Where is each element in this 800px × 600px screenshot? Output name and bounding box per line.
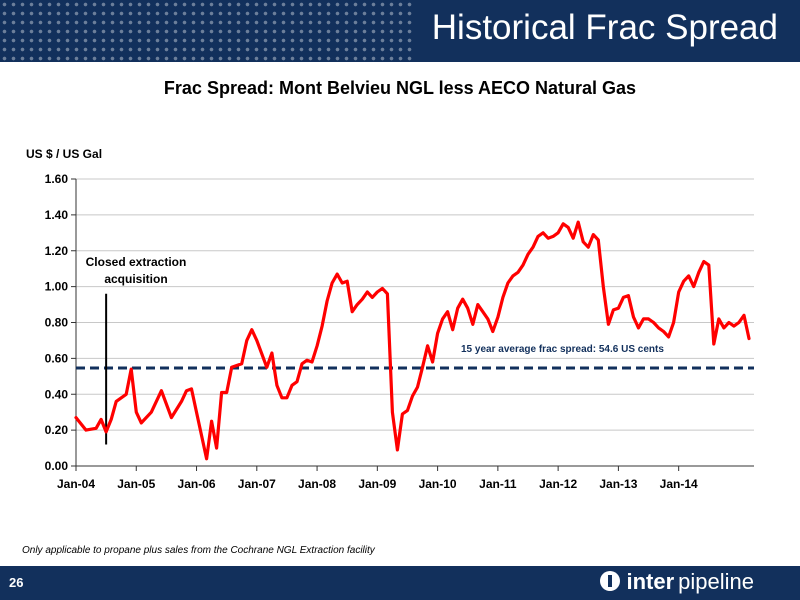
logo-word-pipeline: pipeline bbox=[678, 569, 754, 594]
y-tick-label: 0.20 bbox=[45, 423, 69, 437]
frac-spread-chart: US $ / US Gal 0.00 0.20 0.40 0.60 0.80 1.00 1.2… bbox=[26, 147, 754, 491]
x-tick-label: Jan-14 bbox=[660, 477, 698, 491]
company-logo: inter pipeline bbox=[600, 569, 754, 595]
x-tick-label: Jan-12 bbox=[539, 477, 577, 491]
x-tick-label: Jan-10 bbox=[419, 477, 457, 491]
y-tick-label: 1.20 bbox=[45, 244, 69, 258]
acquisition-label-line-1: Closed extraction bbox=[86, 255, 187, 269]
x-tick-label: Jan-08 bbox=[298, 477, 336, 491]
average-line-label: 15 year average frac spread: 54.6 US cen… bbox=[461, 344, 664, 355]
logo-mark-icon bbox=[600, 571, 621, 591]
dot-pattern bbox=[0, 0, 415, 62]
x-tick-label: Jan-11 bbox=[479, 477, 517, 491]
page-number: 26 bbox=[9, 575, 24, 590]
frac-spread-series-line bbox=[74, 220, 751, 461]
y-tick-label: 0.80 bbox=[45, 316, 69, 330]
y-axis-label: US $ / US Gal bbox=[26, 147, 102, 161]
x-tick-label: Jan-09 bbox=[358, 477, 396, 491]
y-tick-label: 0.60 bbox=[45, 351, 69, 365]
y-tick-label: 0.40 bbox=[45, 387, 69, 401]
slide-title: Historical Frac Spread bbox=[431, 8, 778, 47]
x-tick-label: Jan-06 bbox=[178, 477, 216, 491]
x-tick-label: Jan-13 bbox=[599, 477, 637, 491]
footnote: Only applicable to propane plus sales fr… bbox=[22, 545, 375, 556]
y-tick-label: 1.60 bbox=[45, 172, 69, 186]
x-tick-label: Jan-04 bbox=[57, 477, 95, 491]
acquisition-label-line-2: acquisition bbox=[104, 272, 167, 286]
slide-header: Historical Frac Spread bbox=[0, 0, 800, 62]
logo-word-inter: inter bbox=[626, 569, 675, 594]
x-tick-label: Jan-05 bbox=[117, 477, 155, 491]
slide-footer: 26 inter pipeline bbox=[0, 566, 800, 600]
y-tick-label: 0.00 bbox=[45, 459, 69, 473]
x-tick-label: Jan-07 bbox=[238, 477, 276, 491]
y-tick-label: 1.00 bbox=[45, 280, 69, 294]
y-tick-label: 1.40 bbox=[45, 208, 69, 222]
chart-title: Frac Spread: Mont Belvieu NGL less AECO … bbox=[163, 78, 637, 98]
